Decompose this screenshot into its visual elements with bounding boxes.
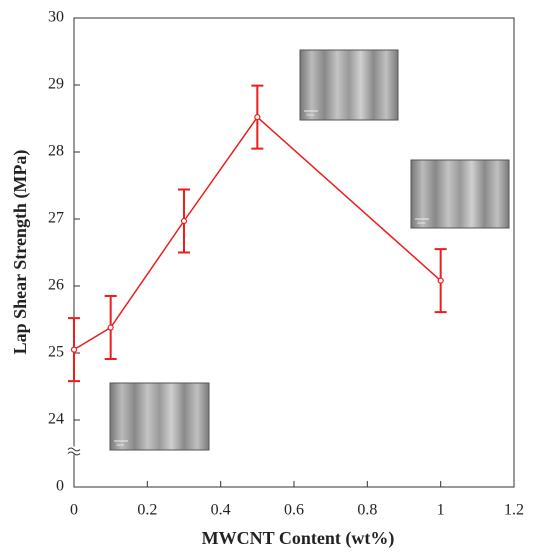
- scale-label: 2mm: [417, 220, 426, 225]
- x-tick-label: 1.2: [504, 502, 524, 519]
- micrograph: 2mm: [410, 159, 510, 229]
- y-tick-label: 26: [48, 277, 64, 294]
- scale-label: 2mm: [116, 442, 125, 447]
- x-tick-label: 1: [437, 502, 445, 519]
- data-point: [70, 346, 78, 353]
- x-axis-label: MWCNT Content (wt%): [202, 528, 395, 549]
- micrograph: 2mm: [109, 382, 210, 451]
- scale-label: 2mm: [306, 112, 315, 117]
- axis-break: [68, 446, 80, 455]
- data-point: [180, 217, 188, 225]
- x-tick-label: 0.8: [357, 502, 377, 519]
- data-line: [73, 116, 442, 351]
- y-tick-label: 30: [48, 9, 64, 26]
- y-axis-label: Lap Shear Strength (MPa): [10, 150, 31, 355]
- axis-break: [67, 447, 81, 456]
- x-tick-label: 0: [70, 502, 78, 519]
- y-tick-label: 24: [48, 411, 64, 428]
- data-point: [107, 324, 114, 331]
- y-tick-label: 25: [48, 344, 64, 361]
- data-point: [437, 277, 444, 284]
- data-point: [254, 114, 261, 121]
- x-tick-label: 0.4: [211, 502, 231, 519]
- y-tick-label: 28: [48, 143, 64, 160]
- y-tick-label: 0: [56, 478, 64, 495]
- micrograph: 2mm: [299, 49, 399, 121]
- y-tick-label: 27: [48, 210, 64, 227]
- x-tick-label: 0.6: [284, 502, 304, 519]
- x-tick-label: 0.2: [137, 502, 157, 519]
- y-tick-label: 29: [48, 76, 64, 93]
